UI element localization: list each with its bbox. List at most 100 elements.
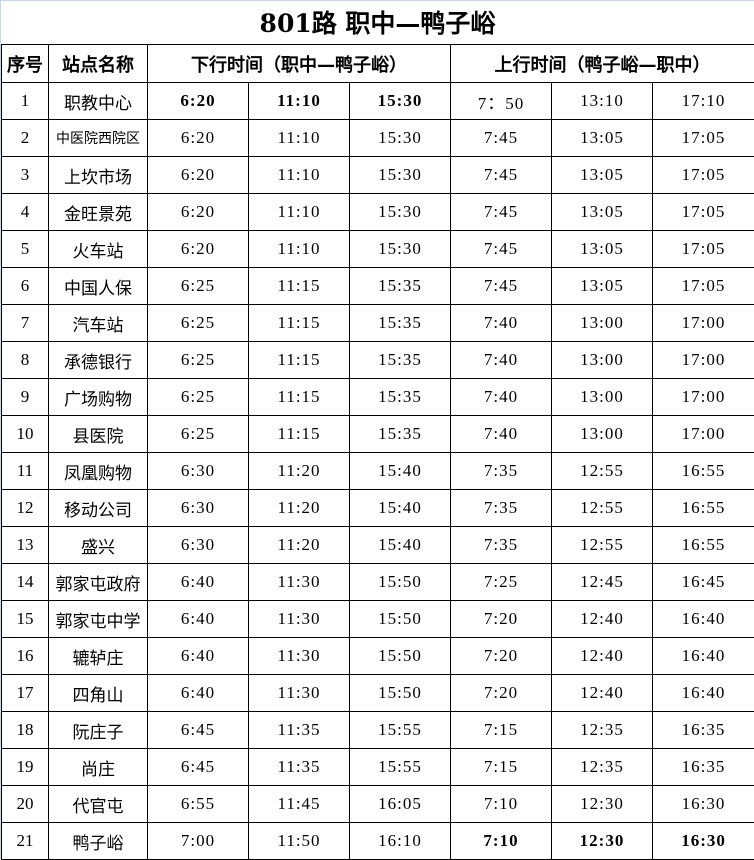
down-time: 11:20 (249, 453, 350, 490)
up-time: 12:40 (552, 601, 653, 638)
down-time: 11:10 (249, 120, 350, 157)
row-number: 17 (2, 675, 49, 712)
down-time: 6:25 (148, 416, 249, 453)
down-time: 15:55 (350, 749, 451, 786)
down-time: 15:35 (350, 379, 451, 416)
up-time: 7:35 (451, 453, 552, 490)
up-time: 13:05 (552, 231, 653, 268)
down-time: 6:25 (148, 305, 249, 342)
row-number: 4 (2, 194, 49, 231)
up-time: 7:15 (451, 712, 552, 749)
down-time: 15:35 (350, 416, 451, 453)
station-name: 阮庄子 (49, 712, 148, 749)
up-time: 12:55 (552, 490, 653, 527)
row-number: 13 (2, 527, 49, 564)
down-time: 11:15 (249, 416, 350, 453)
up-time: 7:40 (451, 342, 552, 379)
station-name: 移动公司 (49, 490, 148, 527)
down-time: 11:10 (249, 194, 350, 231)
up-time: 7:40 (451, 379, 552, 416)
station-name: 四角山 (49, 675, 148, 712)
down-time: 11:10 (249, 231, 350, 268)
up-time: 16:55 (653, 453, 754, 490)
down-time: 11:50 (249, 823, 350, 860)
header-station: 站点名称 (49, 45, 148, 83)
down-time: 11:30 (249, 601, 350, 638)
row-number: 15 (2, 601, 49, 638)
up-time: 16:40 (653, 601, 754, 638)
up-time: 17:00 (653, 342, 754, 379)
up-time: 13:00 (552, 342, 653, 379)
down-time: 15:50 (350, 564, 451, 601)
down-time: 15:40 (350, 453, 451, 490)
station-name: 中国人保 (49, 268, 148, 305)
down-time: 11:30 (249, 564, 350, 601)
up-time: 17:00 (653, 379, 754, 416)
up-time: 12:35 (552, 749, 653, 786)
down-time: 11:15 (249, 342, 350, 379)
station-name: 职教中心 (49, 83, 148, 120)
header-row: 序号 站点名称 下行时间（职中—鸭子峪） 上行时间（鸭子峪—职中） (2, 45, 754, 83)
up-time: 7:45 (451, 157, 552, 194)
down-time: 11:10 (249, 157, 350, 194)
down-time: 15:50 (350, 638, 451, 675)
down-time: 6:30 (148, 527, 249, 564)
down-time: 6:20 (148, 83, 249, 120)
down-time: 15:35 (350, 342, 451, 379)
station-name: 火车站 (49, 231, 148, 268)
row-number: 16 (2, 638, 49, 675)
up-time: 12:30 (552, 786, 653, 823)
station-name: 县医院 (49, 416, 148, 453)
down-time: 6:45 (148, 749, 249, 786)
up-time: 13:00 (552, 379, 653, 416)
down-time: 11:10 (249, 83, 350, 120)
up-time: 12:45 (552, 564, 653, 601)
down-time: 15:40 (350, 490, 451, 527)
down-time: 6:25 (148, 379, 249, 416)
down-time: 6:40 (148, 675, 249, 712)
up-time: 16:40 (653, 638, 754, 675)
up-time: 7:40 (451, 416, 552, 453)
down-time: 6:30 (148, 453, 249, 490)
row-number: 7 (2, 305, 49, 342)
down-time: 6:45 (148, 712, 249, 749)
down-time: 6:20 (148, 157, 249, 194)
up-time: 12:30 (552, 823, 653, 860)
up-time: 17:00 (653, 305, 754, 342)
down-time: 15:50 (350, 601, 451, 638)
down-time: 6:20 (148, 231, 249, 268)
up-time: 13:05 (552, 157, 653, 194)
row-number: 12 (2, 490, 49, 527)
up-time: 12:40 (552, 638, 653, 675)
down-time: 11:15 (249, 268, 350, 305)
up-time: 17:05 (653, 157, 754, 194)
up-time: 16:30 (653, 786, 754, 823)
station-name: 尚庄 (49, 749, 148, 786)
station-name: 代官屯 (49, 786, 148, 823)
down-time: 15:30 (350, 83, 451, 120)
down-time: 16:05 (350, 786, 451, 823)
row-number: 8 (2, 342, 49, 379)
up-time: 7:45 (451, 194, 552, 231)
down-time: 6:40 (148, 638, 249, 675)
down-time: 15:40 (350, 527, 451, 564)
up-time: 13:05 (552, 268, 653, 305)
up-time: 12:55 (552, 527, 653, 564)
row-number: 1 (2, 83, 49, 120)
down-time: 6:25 (148, 342, 249, 379)
header-down: 下行时间（职中—鸭子峪） (148, 45, 451, 83)
page-title: 801路 职中—鸭子峪 (1, 1, 754, 44)
up-time: 7:20 (451, 638, 552, 675)
down-time: 15:35 (350, 305, 451, 342)
